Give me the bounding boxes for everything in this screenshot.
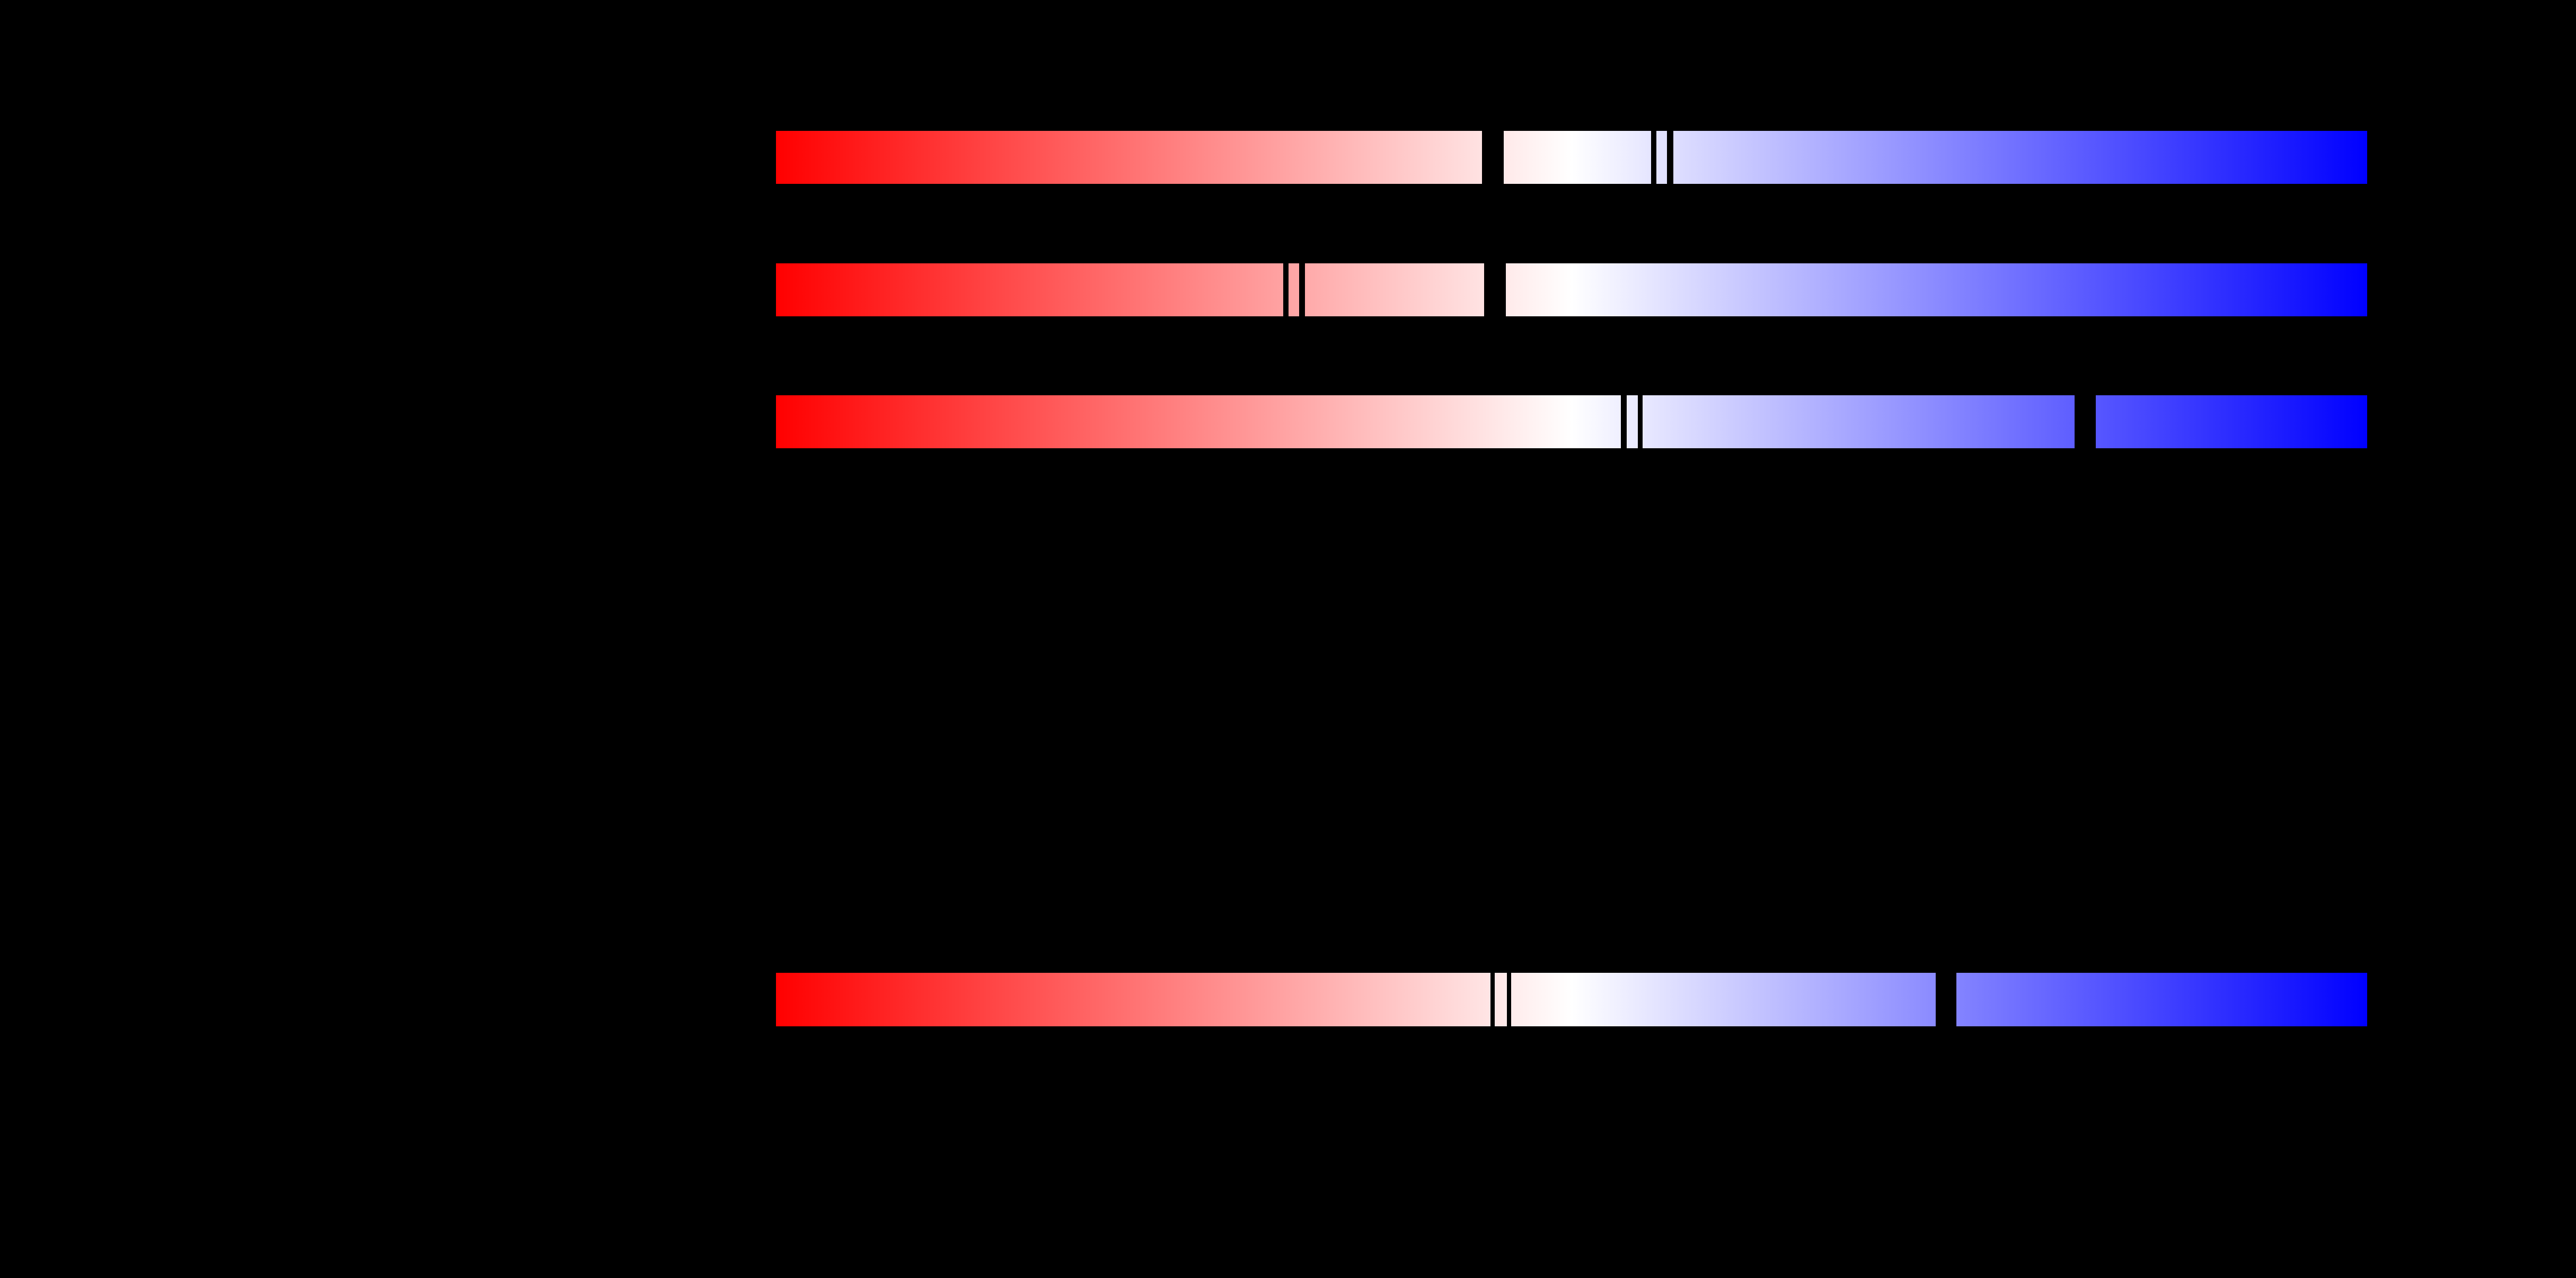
bar-separator-gap (1482, 131, 1504, 184)
bar-separator-line (1283, 263, 1289, 316)
bar-separator-line (1507, 973, 1511, 1026)
bar-separator-gap (1936, 973, 1956, 1026)
bar-separator-line (1667, 131, 1673, 184)
bar-separator-line (1638, 395, 1643, 448)
gradient-bar-1 (776, 131, 2367, 184)
bar-separator-gap (1484, 263, 1506, 316)
bar-separator-line (1490, 973, 1495, 1026)
bar-separator-line (1621, 395, 1627, 448)
gradient-bar-2 (776, 263, 2367, 316)
bar-separator-line (1651, 131, 1656, 184)
gradient-bar-3 (776, 395, 2367, 448)
bar-separator-gap (2075, 395, 2096, 448)
bar-separator-line (1299, 263, 1305, 316)
gradient-bar-4 (776, 973, 2367, 1026)
